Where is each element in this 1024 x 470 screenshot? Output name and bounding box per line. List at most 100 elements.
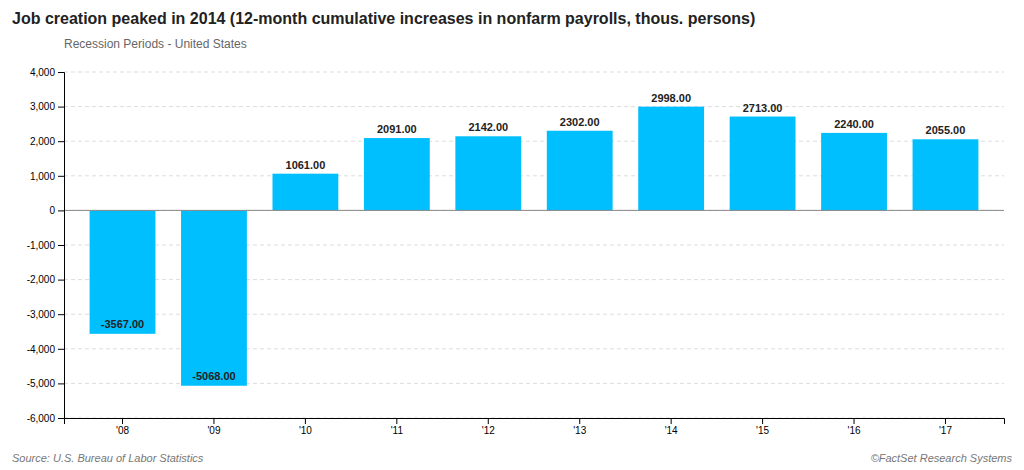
grid-line xyxy=(64,106,1004,107)
y-tick-mark xyxy=(58,176,64,177)
y-tick-label: 0 xyxy=(49,205,55,216)
x-tick-label: '08 xyxy=(116,425,129,436)
x-tick-label: '10 xyxy=(299,425,312,436)
x-tick-label: '09 xyxy=(207,425,220,436)
data-label: 2091.00 xyxy=(377,123,417,135)
y-tick-mark xyxy=(58,383,64,384)
x-tick-label: '11 xyxy=(391,425,404,436)
y-tick: -6,000 xyxy=(27,413,64,424)
bar xyxy=(364,138,430,210)
y-tick-label: -1,000 xyxy=(27,240,56,251)
data-label: 2055.00 xyxy=(926,124,966,136)
y-tick-label: 4,000 xyxy=(30,67,55,78)
y-tick-mark xyxy=(58,418,64,419)
x-axis-line xyxy=(65,419,1005,425)
x-tick-mark xyxy=(213,418,214,424)
y-tick: 4,000 xyxy=(30,67,64,78)
y-tick-mark xyxy=(58,141,64,142)
data-label: -3567.00 xyxy=(101,318,144,330)
x-tick: '10 xyxy=(299,418,312,436)
x-tick-mark xyxy=(122,418,123,424)
grid-line xyxy=(64,210,1004,211)
y-tick-label: 3,000 xyxy=(30,101,55,112)
y-tick-label: -2,000 xyxy=(27,274,56,285)
annotation: ©FactSet Research Systems xyxy=(871,452,1013,464)
x-tick: '14 xyxy=(665,418,678,436)
y-tick: 1,000 xyxy=(30,171,64,182)
x-tick: '16 xyxy=(848,418,861,436)
x-tick: '12 xyxy=(482,418,495,436)
x-tick-mark xyxy=(854,418,855,424)
y-tick-mark xyxy=(58,349,64,350)
y-tick-label: -5,000 xyxy=(27,378,56,389)
bar xyxy=(272,174,338,211)
subtitle: Recession Periods - United States xyxy=(64,37,247,51)
x-tick-label: '14 xyxy=(665,425,678,436)
bar xyxy=(455,136,521,210)
x-tick-mark xyxy=(671,418,672,424)
y-tick: -4,000 xyxy=(27,344,64,355)
data-label: 2302.00 xyxy=(560,116,600,128)
x-tick-label: '15 xyxy=(756,425,769,436)
grid-line xyxy=(64,72,1004,73)
x-tick: '09 xyxy=(207,418,220,436)
bar xyxy=(821,133,887,211)
y-tick-label: 1,000 xyxy=(30,171,55,182)
grid xyxy=(64,72,1004,418)
y-tick: 3,000 xyxy=(30,101,64,112)
title: Job creation peaked in 2014 (12-month cu… xyxy=(12,10,755,27)
annotation: Source: U.S. Bureau of Labor Statistics xyxy=(12,452,204,464)
x-tick-mark xyxy=(945,418,946,424)
bars xyxy=(90,107,979,386)
data-label: 1061.00 xyxy=(286,159,326,171)
y-tick: -2,000 xyxy=(27,274,64,285)
x-tick: '17 xyxy=(939,418,952,436)
bar xyxy=(181,210,247,385)
y-tick-mark xyxy=(58,210,64,211)
x-tick-label: '13 xyxy=(573,425,586,436)
y-tick-label: -4,000 xyxy=(27,344,56,355)
y-tick-label: -3,000 xyxy=(27,309,56,320)
x-tick-label: '16 xyxy=(848,425,861,436)
zero-line xyxy=(64,210,1004,211)
x-axis: '08 '09 '10 '11 '12 '13 '14 '15 '16 '17 xyxy=(65,418,1005,436)
chart: Job creation peaked in 2014 (12-month cu… xyxy=(0,0,1024,470)
x-tick-label: '12 xyxy=(482,425,495,436)
data-label: 2998.00 xyxy=(651,92,691,104)
bar xyxy=(547,131,613,211)
y-axis-line xyxy=(58,73,65,419)
y-tick: -3,000 xyxy=(27,309,64,320)
x-tick-label: '17 xyxy=(939,425,952,436)
data-label: 2713.00 xyxy=(743,102,783,114)
bar xyxy=(913,139,979,210)
bar xyxy=(730,117,796,211)
y-tick-mark xyxy=(58,314,64,315)
x-tick-mark xyxy=(579,418,580,424)
y-axis: -6,000 -5,000 -4,000 -3,000 -2,000 -1,000 0 1,0… xyxy=(27,67,65,424)
y-tick-label: -6,000 xyxy=(27,413,56,424)
plot: -6,000 -5,000 -4,000 -3,000 -2,000 -1,000 0 1,0… xyxy=(27,67,1005,436)
x-tick-mark xyxy=(488,418,489,424)
x-tick-mark xyxy=(305,418,306,424)
y-tick: 0 xyxy=(49,205,64,216)
y-tick-mark xyxy=(58,280,64,281)
bar xyxy=(638,107,704,211)
bar xyxy=(90,210,156,333)
data-label: 2142.00 xyxy=(468,121,508,133)
data-label: 2240.00 xyxy=(834,118,874,130)
y-tick: -1,000 xyxy=(27,240,64,251)
y-tick-mark xyxy=(58,72,64,73)
data-label: -5068.00 xyxy=(192,370,235,382)
y-tick-mark xyxy=(58,107,64,108)
x-tick-mark xyxy=(396,418,397,424)
x-tick: '15 xyxy=(756,418,769,436)
x-tick-mark xyxy=(762,418,763,424)
data-labels: -3567.00 -5068.00 1061.00 2091.00 2142.00 230… xyxy=(101,92,966,382)
x-tick: '08 xyxy=(116,418,129,436)
x-tick: '13 xyxy=(573,418,586,436)
y-tick-label: 2,000 xyxy=(30,136,55,147)
y-tick: 2,000 xyxy=(30,136,64,147)
x-tick: '11 xyxy=(391,418,404,436)
y-tick-mark xyxy=(58,245,64,246)
y-tick: -5,000 xyxy=(27,378,64,389)
